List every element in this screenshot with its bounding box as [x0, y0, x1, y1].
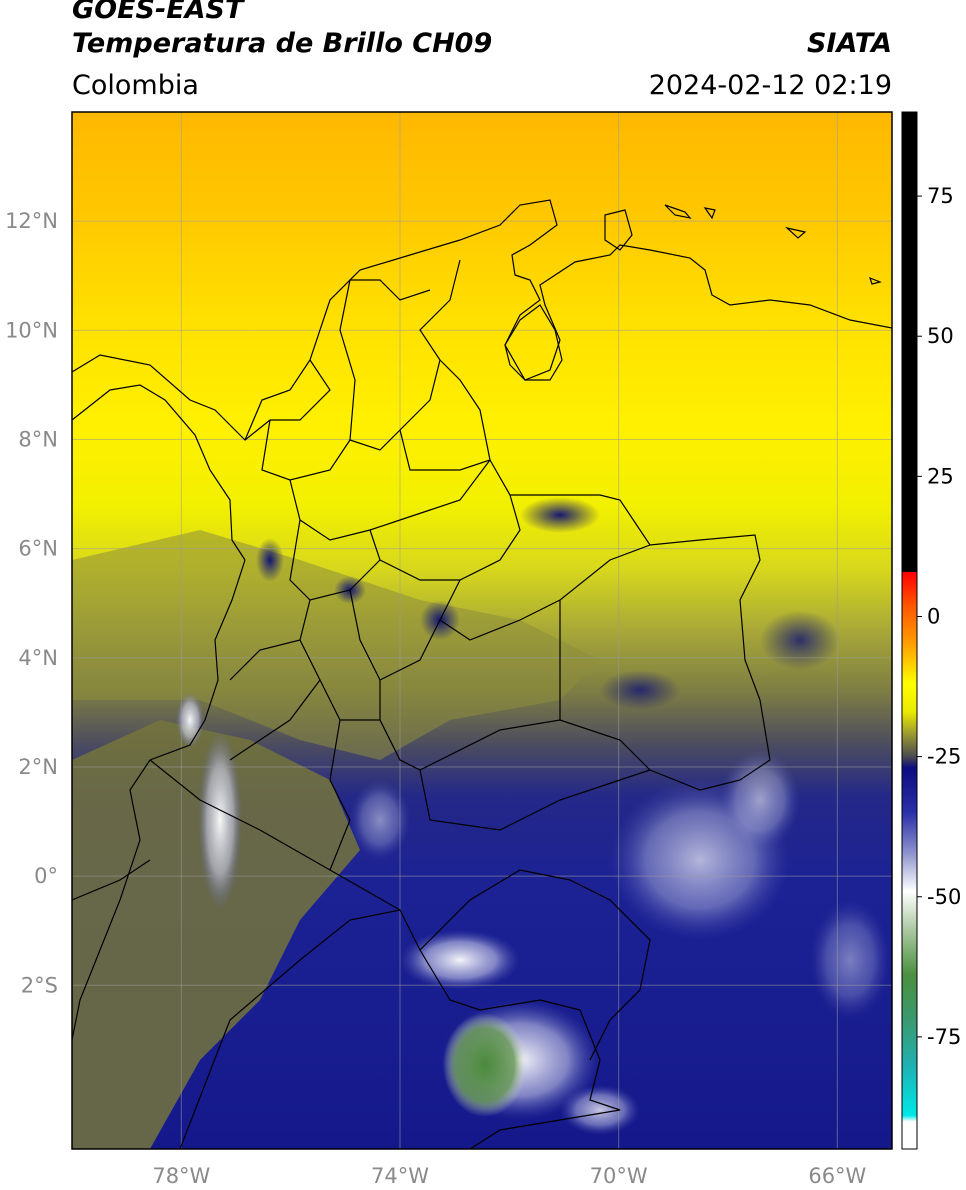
brightness-temperature-field — [72, 112, 892, 1149]
colorbar: 75 50 25 0 -25 -50 -75 — [901, 111, 961, 1150]
colorbar-tick-label: -75 — [927, 1025, 961, 1049]
lat-tick-label: 8°N — [18, 427, 58, 451]
lon-tick-label: 70°W — [590, 1164, 648, 1188]
lat-tick-label: 2°N — [18, 755, 58, 779]
lat-tick-label: 0° — [34, 864, 58, 888]
map-gridlines — [72, 112, 892, 1149]
lon-tick-label: 78°W — [152, 1164, 210, 1188]
longitude-tick-labels: 78°W 74°W 70°W 66°W — [152, 1164, 866, 1188]
colorbar-tick-label: 75 — [927, 184, 954, 208]
lat-tick-label: 12°N — [5, 209, 58, 233]
lon-tick-label: 74°W — [371, 1164, 429, 1188]
lat-tick-label: 6°N — [18, 537, 58, 561]
brand-label: SIATA — [806, 28, 892, 59]
colorbar-tick-label: -25 — [927, 745, 961, 769]
product-title: Temperatura de Brillo CH09 — [72, 28, 493, 59]
colorbar-tick-labels: 75 50 25 0 -25 -50 -75 — [917, 184, 961, 1049]
colorbar-tick-label: -50 — [927, 885, 961, 909]
region-label: Colombia — [72, 70, 199, 101]
map-borders — [71, 199, 893, 1150]
lat-tick-label: 10°N — [5, 318, 58, 342]
colorbar-tick-label: 25 — [927, 464, 954, 488]
lat-tick-label: 4°N — [18, 646, 58, 670]
lon-tick-label: 66°W — [808, 1164, 866, 1188]
map-frame — [71, 111, 893, 1150]
satellite-title: GOES-EAST — [72, 0, 244, 25]
lat-tick-label: 2°S — [21, 973, 58, 997]
datetime-label: 2024-02-12 02:19 — [648, 70, 892, 101]
colorbar-frame — [901, 111, 918, 1150]
latitude-tick-labels: 12°N 10°N 8°N 6°N 4°N 2°N 0° 2°S — [5, 209, 58, 997]
colorbar-scale — [902, 112, 917, 1149]
colorbar-tick-label: 50 — [927, 324, 954, 348]
colorbar-tick-label: 0 — [927, 604, 940, 628]
